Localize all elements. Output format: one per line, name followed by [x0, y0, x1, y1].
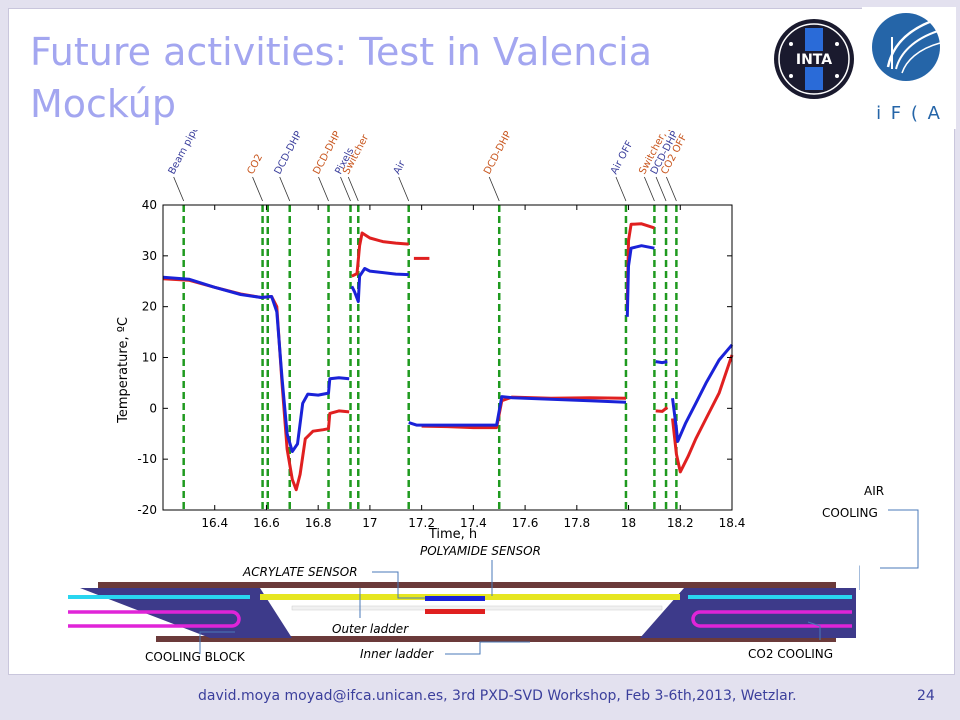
event-label-leader	[340, 176, 351, 202]
polyamide-sensor	[425, 596, 485, 601]
acrylate-sensor-label: ACRYLATE SENSOR	[243, 565, 358, 579]
y-tick-label: -20	[137, 503, 157, 517]
co2-loop-left	[68, 610, 241, 628]
x-tick-label: 16.8	[305, 516, 332, 530]
ifca-logo-text: i F ( A	[876, 103, 942, 124]
page-number: 24	[917, 688, 935, 704]
x-tick-label: 18	[621, 516, 636, 530]
series-red-segment	[625, 222, 655, 307]
event-label-leader	[347, 176, 359, 202]
air-cooling-callout	[880, 509, 919, 569]
series-red-segment	[162, 277, 350, 492]
cooling-block-label: COOLING BLOCK	[145, 650, 245, 664]
air-cooling-label-line1: AIR	[864, 484, 885, 498]
y-axis-label: Temperature, ºC	[116, 317, 131, 424]
event-label: DCD-DHP	[273, 130, 305, 176]
event-label: Beam pipe	[167, 130, 202, 176]
series-blue-segment	[350, 267, 409, 304]
y-tick-label: 40	[142, 198, 157, 212]
series-blue-segment	[655, 360, 668, 365]
temperature-chart-svg: 16.4 16.6 16.8 17 17.2 17.4 17.6 17.8 18 18.2 18.4…	[116, 82, 745, 542]
x-tick-label: 17	[362, 516, 377, 530]
title-line-1: Future activities: Test in Valencia	[30, 30, 653, 74]
slide-title: Future activities: Test in Valencia Mock…	[30, 26, 652, 130]
event-label: DCD-DHP 6W	[482, 130, 523, 176]
y-tick-label: 10	[142, 351, 157, 365]
chart-axes: 16.4 16.6 16.8 17 17.2 17.4 17.6 17.8 18 18.2 18.4…	[137, 198, 745, 530]
slide-footer: david.moya moyad@ifca.unican.es, 3rd PXD…	[198, 688, 797, 704]
event-label-leader	[488, 176, 500, 202]
event-markers	[182, 205, 678, 510]
frame-bottom-bar	[156, 636, 836, 642]
ifca-logo: i F ( A	[862, 7, 956, 129]
y-tick-label: 20	[142, 300, 157, 314]
co2-cooling-label: CO2 COOLING	[748, 647, 834, 661]
y-tick-label: 30	[142, 249, 157, 263]
x-tick-label: 18.2	[667, 516, 694, 530]
acrylate-sensor	[425, 609, 485, 614]
polyamide-sensor-label: POLYAMIDE SENSOR	[420, 544, 541, 558]
y-tick-label: 0	[149, 401, 157, 415]
x-tick-label: 17.8	[563, 516, 590, 530]
co2-loop-right	[691, 610, 852, 628]
data-series	[162, 222, 734, 492]
frame-top-bar	[98, 582, 836, 588]
inner-ladder-label: Inner ladder	[360, 647, 434, 661]
series-red-segment	[351, 231, 409, 278]
series-blue-segment	[625, 244, 655, 317]
temperature-chart: 16.4 16.6 16.8 17 17.2 17.4 17.6 17.8 18 18.2 18.4…	[70, 82, 800, 543]
event-label-leader	[252, 176, 263, 202]
event-label-leader	[279, 176, 291, 202]
inta-logo-text: INTA	[796, 52, 832, 68]
x-tick-label: 17.4	[460, 516, 487, 530]
event-labels: Beam pipe CO2 DCD-DHP DCD-DHP 6WPixelsSwitc…	[167, 82, 695, 202]
series-blue-segment	[408, 395, 627, 427]
event-label-leader	[615, 176, 627, 202]
event-label-leader	[644, 176, 655, 202]
event-label: Air OFF	[609, 139, 636, 176]
series-blue-segment	[671, 343, 734, 443]
event-label-leader	[666, 176, 677, 202]
x-tick-label: 16.4	[201, 516, 228, 530]
event-label-leader	[173, 176, 185, 202]
event-label: Air	[392, 158, 409, 176]
x-tick-label: 17.2	[408, 516, 435, 530]
air-cooling-label-line2: COOLING	[822, 506, 878, 520]
event-label-leader	[318, 176, 329, 202]
x-tick-label: 17.6	[512, 516, 539, 530]
x-tick-label: 16.6	[253, 516, 280, 530]
event-label-leader	[398, 176, 410, 202]
x-axis-label: Time, h	[428, 527, 477, 542]
event-label-leader	[655, 176, 667, 202]
y-tick-label: -10	[137, 452, 157, 466]
inta-logo: INTA	[774, 19, 854, 99]
title-line-2: Mockúp	[30, 82, 176, 126]
x-tick-label: 18.4	[719, 516, 746, 530]
series-blue-segment	[162, 275, 350, 453]
series-red-segment	[655, 406, 669, 413]
event-label: CO2	[246, 153, 266, 177]
plot-frame	[162, 204, 733, 511]
series-red-segment	[671, 354, 734, 474]
outer-ladder-label: Outer ladder	[332, 622, 409, 636]
